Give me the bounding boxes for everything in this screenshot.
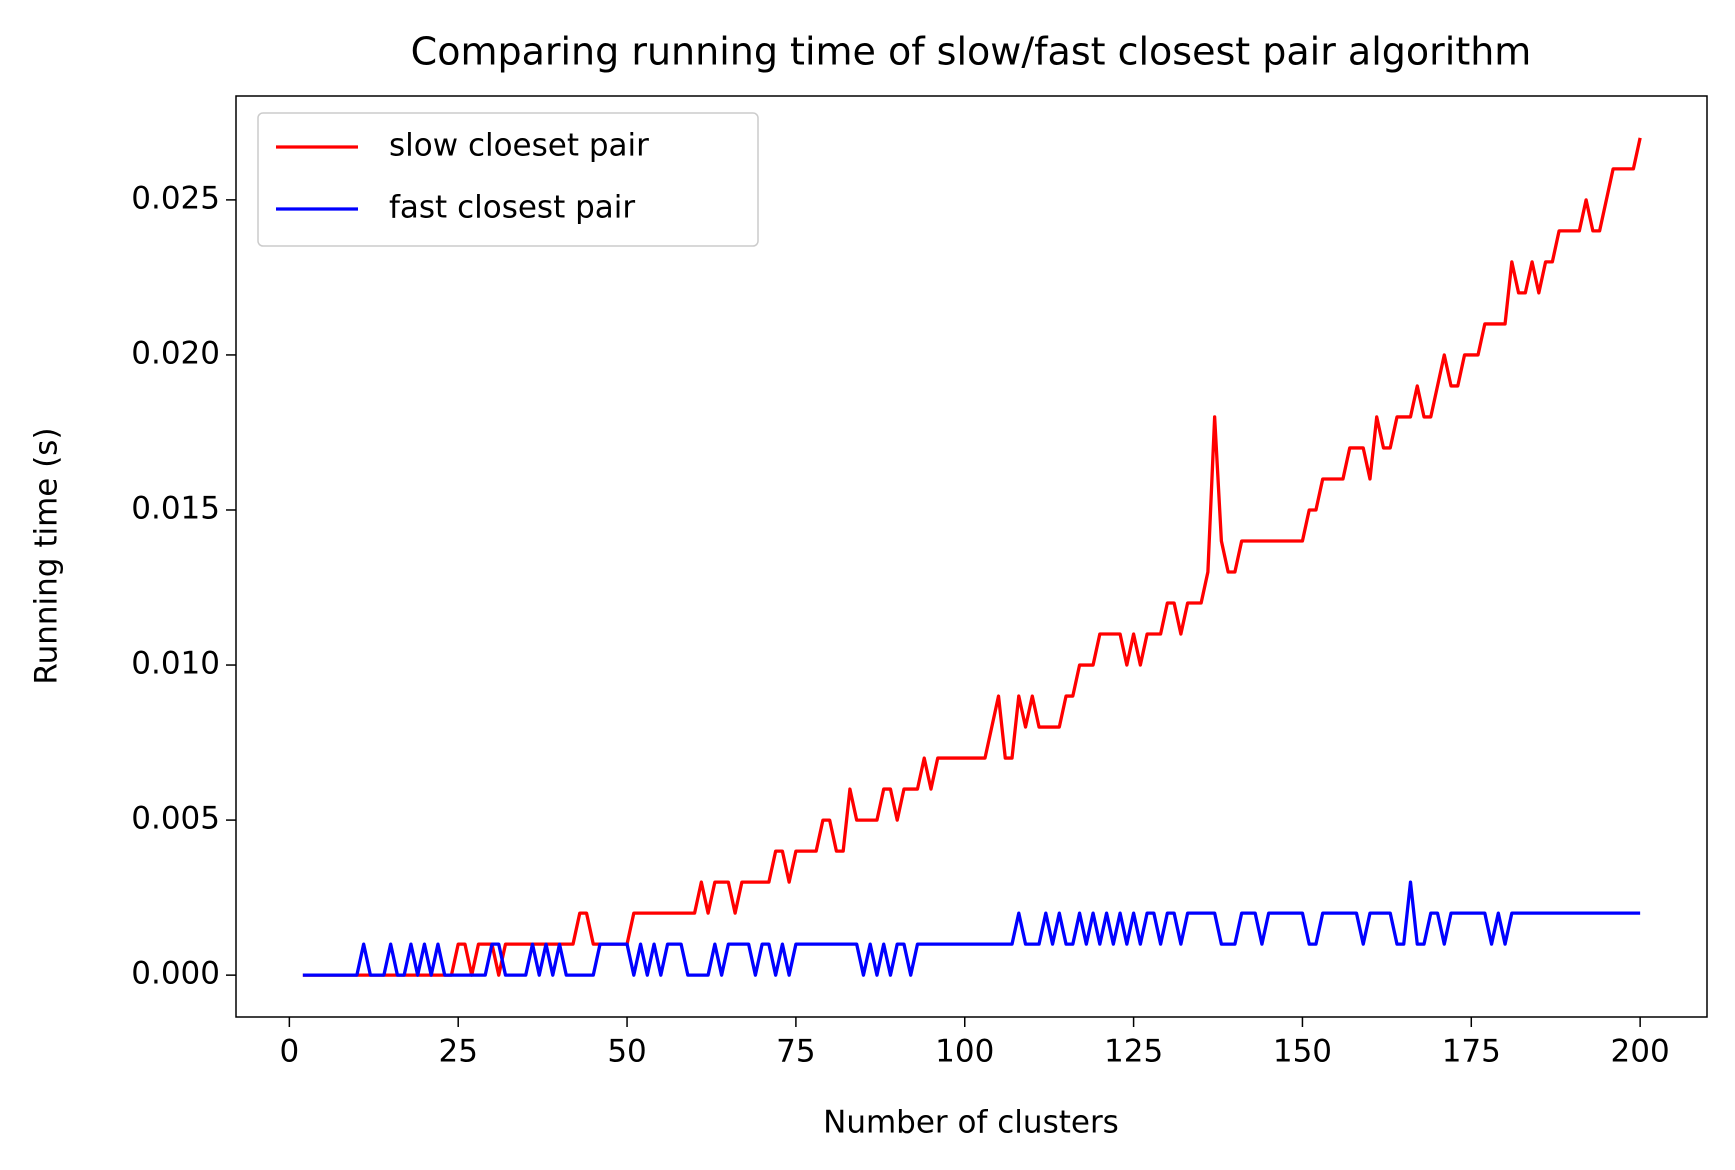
x-axis-label: Number of clusters <box>823 1105 1119 1141</box>
legend-label: slow cloeset pair <box>389 128 649 164</box>
y-tick-label: 0.015 <box>131 490 220 526</box>
plot-frame <box>235 95 1708 1018</box>
legend-box <box>257 112 759 247</box>
x-tick-label: 75 <box>776 1034 815 1070</box>
y-tick-label: 0.020 <box>131 335 220 371</box>
series-line <box>302 880 1641 977</box>
x-tick-label: 200 <box>1611 1034 1670 1070</box>
y-tick-label: 0.025 <box>131 180 220 216</box>
y-axis-label: Running time (s) <box>29 427 65 684</box>
x-tick-label: 100 <box>935 1034 994 1070</box>
x-tick-label: 50 <box>607 1034 646 1070</box>
x-tick-label: 0 <box>279 1034 299 1070</box>
x-tick-label: 25 <box>438 1034 477 1070</box>
legend-label: fast closest pair <box>389 190 635 226</box>
series-line <box>302 137 1642 977</box>
x-tick-label: 125 <box>1104 1034 1163 1070</box>
y-tick-label: 0.010 <box>131 646 220 682</box>
y-tick-label: 0.000 <box>131 956 220 992</box>
x-tick-label: 150 <box>1273 1034 1332 1070</box>
y-tick-label: 0.005 <box>131 801 220 837</box>
chart-title: Comparing running time of slow/fast clos… <box>411 30 1532 74</box>
x-tick-label: 175 <box>1442 1034 1501 1070</box>
